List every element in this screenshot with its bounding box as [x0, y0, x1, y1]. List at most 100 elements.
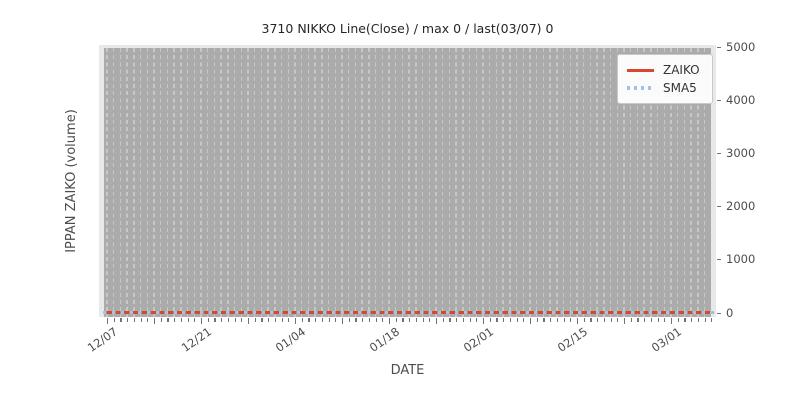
x-minor-tick [469, 318, 471, 322]
x-minor-tick [147, 318, 149, 322]
gridline-day [334, 48, 337, 317]
x-major-tick [201, 318, 203, 324]
gridline-day [388, 48, 390, 317]
x-minor-tick [516, 318, 518, 322]
x-minor-tick [187, 318, 189, 322]
gridline-day [515, 48, 518, 317]
x-minor-tick [113, 318, 115, 322]
gridline-day [327, 48, 330, 317]
gridline-day [253, 48, 256, 317]
legend-item-zaiko: ZAIKO [627, 64, 712, 76]
x-minor-tick [556, 318, 559, 322]
gridline-day [354, 48, 357, 317]
x-major-tick [671, 318, 673, 324]
x-minor-tick [174, 318, 176, 322]
gridline-day [462, 48, 464, 317]
zaiko-line [103, 310, 714, 314]
x-minor-tick [590, 318, 592, 322]
x-minor-tick [254, 318, 256, 322]
gridline-day [609, 48, 612, 317]
x-minor-tick [429, 318, 431, 322]
x-minor-tick [644, 318, 646, 322]
gridline-day [361, 48, 363, 317]
x-minor-tick [617, 318, 619, 322]
x-minor-tick [563, 318, 565, 322]
x-minor-tick [657, 318, 659, 322]
x-minor-tick [610, 318, 612, 322]
x-major-tick [530, 318, 532, 324]
x-minor-tick [630, 318, 632, 322]
y-tick-label: 4000 [726, 92, 756, 107]
sma5-dotted-line [103, 310, 714, 314]
x-tick-label: 03/01 [648, 324, 684, 355]
x-major-tick [577, 318, 579, 324]
gridline-day [133, 48, 135, 317]
x-minor-tick [234, 318, 236, 322]
x-minor-tick [550, 318, 552, 322]
gridline-day [428, 48, 431, 317]
x-minor-tick [395, 318, 397, 322]
x-major-tick [624, 318, 626, 324]
gridline-day [603, 48, 605, 317]
gridline-day [582, 48, 585, 317]
gridline-day [368, 48, 370, 317]
plot-bars-region [104, 48, 711, 317]
x-minor-tick [496, 318, 498, 322]
x-minor-tick [315, 318, 317, 322]
gridline-day [401, 48, 404, 317]
gridline-day [448, 48, 451, 317]
gridline-day [139, 48, 142, 317]
gridline-day [441, 48, 444, 317]
x-minor-tick [355, 318, 357, 322]
x-minor-tick [503, 318, 505, 322]
x-tick-label: 02/15 [554, 324, 590, 355]
x-minor-tick [415, 318, 418, 322]
y-tick-label: 2000 [726, 199, 756, 214]
gridline-day [213, 48, 216, 317]
gridline-day [173, 48, 175, 317]
gridline-day [300, 48, 303, 317]
gridline-day [468, 48, 471, 317]
x-minor-tick [523, 318, 525, 322]
plot-area: ZAIKO SMA5 [99, 45, 716, 317]
y-tick-label: 0 [726, 305, 734, 320]
gridline-day [569, 48, 572, 317]
gridline-day [274, 48, 276, 317]
gridline-day [549, 48, 551, 317]
x-minor-tick [127, 318, 129, 322]
x-major-tick [389, 318, 391, 324]
gridline-day [596, 48, 598, 317]
gridline-day [294, 48, 296, 317]
gridline-day [522, 48, 525, 317]
gridline-day [643, 48, 645, 317]
x-minor-tick [348, 318, 350, 322]
x-minor-tick [261, 318, 263, 322]
x-minor-tick [221, 318, 223, 322]
y-tick [717, 259, 721, 261]
x-minor-tick [422, 318, 424, 322]
zaiko-line-swatch-icon [627, 68, 654, 72]
y-tick [717, 99, 721, 101]
gridline-day [307, 48, 310, 317]
x-tick-label: 12/21 [178, 324, 214, 355]
x-major-tick [483, 318, 485, 324]
legend-label-sma5: SMA5 [663, 81, 697, 95]
x-tick-label: 01/18 [366, 324, 402, 355]
x-major-tick [248, 318, 250, 324]
x-minor-tick [697, 318, 700, 322]
gridline-day [455, 48, 457, 317]
gridline-day [690, 48, 692, 317]
gridline-day [576, 48, 578, 317]
x-tick-label: 12/07 [84, 324, 120, 355]
gridline-day [683, 48, 686, 317]
x-minor-tick [207, 318, 209, 322]
x-minor-tick [328, 318, 330, 322]
gridline-day [166, 48, 169, 317]
gridline-day [589, 48, 592, 317]
gridline-day [153, 48, 155, 317]
gridline-day [247, 48, 249, 317]
y-tick-label: 1000 [726, 252, 756, 267]
x-major-tick [342, 318, 344, 324]
x-minor-tick [489, 318, 491, 322]
gridline-day [240, 48, 243, 317]
